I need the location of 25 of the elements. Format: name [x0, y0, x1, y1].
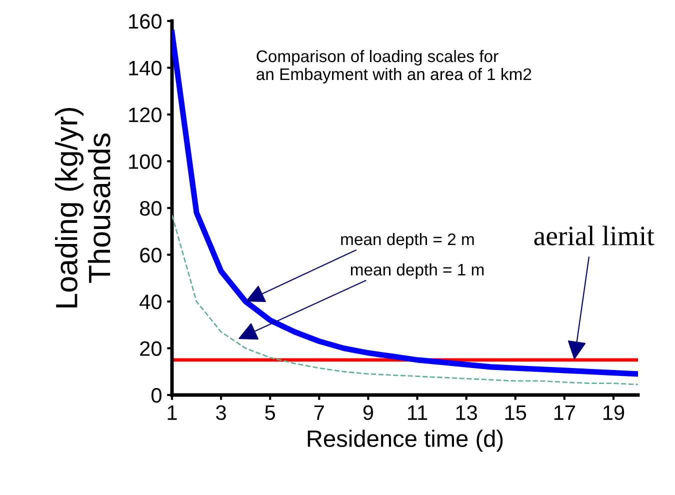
- y-axis-title: Loading (kg/yr) Thousands: [55, 108, 110, 308]
- y-tick-label: 120: [129, 108, 162, 122]
- y-tick-label: 60: [140, 248, 162, 263]
- annotation: aerial limit: [534, 226, 654, 246]
- text: Comparison of loading scales for an Embayment with an area of 1 km2: [256, 50, 532, 84]
- y-tick-label: 20: [140, 341, 162, 356]
- x-tick-label: 1: [168, 405, 177, 420]
- y-tick-label: 0: [152, 388, 162, 403]
- y-tick-label: 160: [129, 14, 162, 29]
- x-tick-label: 7: [314, 405, 324, 420]
- annotation: mean depth = 2 m: [341, 232, 474, 248]
- y-tick-label: 100: [129, 154, 162, 170]
- y-tick-label: 40: [140, 294, 162, 310]
- x-tick-label: 13: [456, 405, 477, 420]
- x-tick-label: 11: [408, 405, 428, 420]
- x-axis-title: Residence time (d): [308, 430, 503, 452]
- y-tick-label: 140: [129, 60, 162, 76]
- y-tick-label: 80: [140, 201, 162, 216]
- x-tick-label: 5: [265, 405, 276, 420]
- x-tick-label: 15: [505, 405, 526, 420]
- x-tick-label: 17: [554, 405, 575, 420]
- x-tick-label: 9: [363, 405, 374, 420]
- annotation: mean depth = 1 m: [350, 263, 484, 279]
- x-tick-label: 19: [603, 405, 624, 420]
- x-tick-label: 3: [216, 405, 226, 420]
